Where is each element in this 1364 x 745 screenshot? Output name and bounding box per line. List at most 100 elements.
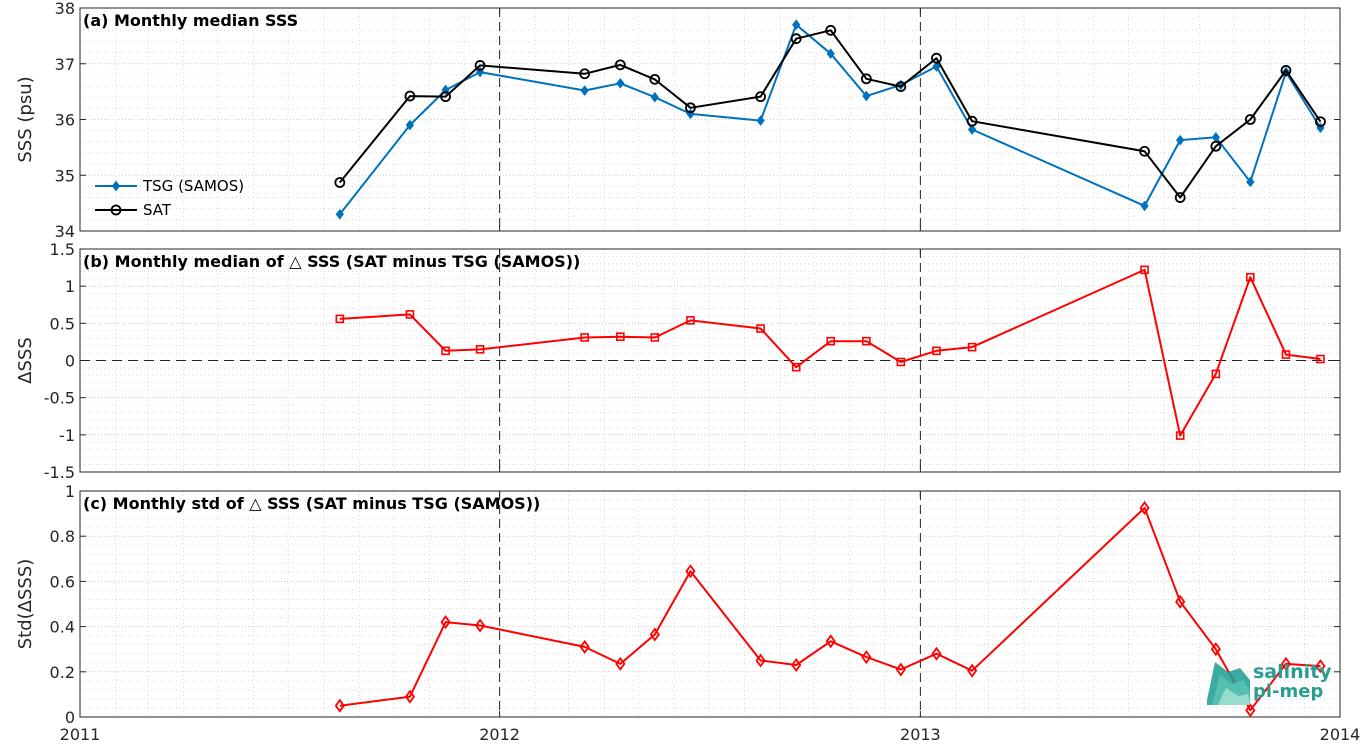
data-point [967, 124, 977, 135]
data-point [440, 615, 451, 630]
legend-label: SAT [143, 201, 172, 219]
y-tick-label: 0 [65, 352, 75, 371]
data-point [1175, 431, 1185, 440]
data-point [1316, 354, 1325, 364]
y-tick-label: 0.5 [50, 314, 75, 333]
data-point [1210, 140, 1222, 152]
data-point [755, 653, 766, 668]
data-point [474, 60, 486, 71]
data-point [1210, 642, 1221, 657]
y-tick-label: 0.2 [50, 663, 75, 682]
y-tick-label: 1.5 [50, 240, 75, 259]
data-point [791, 362, 801, 372]
y-tick-label: 1 [65, 482, 75, 501]
data-point [580, 85, 589, 96]
data-point [1281, 350, 1291, 359]
y-tick-label: 0 [65, 708, 75, 727]
data-point [862, 90, 871, 102]
data-point [334, 698, 345, 713]
data-point [896, 357, 906, 367]
panel-3: 0 0.2 0.4 0.6 0.8 1 2011 2012 2013 2014 Std(ΔSSS) (… [15, 482, 1360, 744]
panel-title: (c) Monthly std of △ SSS (SAT minus TSG … [83, 494, 540, 513]
data-point [686, 316, 695, 325]
y-tick-label: 0.4 [50, 618, 75, 637]
plot-area [80, 491, 1340, 717]
data-point [685, 564, 696, 579]
legend-marker [110, 204, 122, 216]
data-point [895, 662, 906, 677]
y-axis-label: Std(ΔSSS) [15, 559, 36, 650]
data-point [756, 115, 765, 126]
data-point [580, 333, 589, 342]
series-line [334, 500, 1326, 718]
y-axis-label: ΔSSS [15, 337, 36, 384]
y-tick-label: 34 [55, 222, 75, 241]
legend: TSG (SAMOS) SAT [95, 177, 244, 219]
data-point [826, 48, 835, 60]
data-point [1245, 703, 1256, 718]
y-tick-label: 38 [55, 0, 75, 18]
y-tick-label: 1 [65, 277, 75, 296]
y-tick-label: -1.5 [44, 463, 75, 482]
y-tick-label: 36 [55, 111, 75, 130]
panel-title: (b) Monthly median of △ SSS (SAT minus T… [83, 252, 580, 271]
data-point [1140, 200, 1149, 212]
logo: salinity pi-mep [1207, 661, 1332, 705]
data-point [685, 102, 696, 114]
data-point [932, 61, 941, 72]
series-line [335, 265, 1325, 440]
data-point [1211, 369, 1221, 379]
data-point [649, 73, 661, 85]
data-point [650, 333, 660, 342]
series-line [339, 29, 1322, 199]
data-point [334, 177, 346, 188]
data-point [1140, 265, 1149, 275]
data-point [932, 346, 941, 356]
data-point [860, 73, 872, 85]
data-point [862, 336, 871, 346]
panel-title: (a) Monthly median SSS [83, 11, 298, 30]
data-point [1139, 145, 1150, 157]
data-point [579, 639, 590, 654]
data-point [335, 208, 344, 220]
data-point [1280, 656, 1292, 671]
data-point [650, 91, 659, 103]
data-point [616, 332, 625, 342]
data-point [474, 618, 486, 633]
data-point [1175, 594, 1186, 609]
panel-1: 34 35 36 37 38 SSS (psu) (a) Monthly median SS… [15, 0, 1341, 241]
x-tick-label: 2013 [900, 725, 941, 744]
data-point [614, 59, 626, 71]
data-point [1315, 659, 1326, 674]
y-tick-label: 0.8 [50, 527, 75, 546]
x-tick-label: 2011 [60, 725, 101, 744]
data-point [1246, 272, 1255, 282]
y-tick-label: -1 [59, 426, 75, 445]
data-point [895, 81, 907, 93]
data-point [404, 90, 416, 102]
data-point [792, 19, 801, 31]
data-point [441, 346, 450, 356]
logo-mark-icon [1207, 662, 1250, 705]
data-point [755, 91, 766, 103]
data-point [405, 310, 415, 319]
data-point [967, 342, 977, 352]
legend-marker [111, 180, 121, 192]
y-tick-label: -0.5 [44, 389, 75, 408]
series-sat [334, 24, 1326, 203]
data-point [967, 663, 978, 678]
data-point [791, 657, 802, 673]
data-point [615, 656, 626, 671]
y-tick-label: 0.6 [50, 572, 75, 591]
data-point [931, 646, 942, 661]
data-point [1246, 176, 1255, 188]
data-point [1176, 134, 1185, 146]
legend-label: TSG (SAMOS) [142, 177, 244, 195]
y-axis-label: SSS (psu) [15, 76, 36, 162]
data-point [825, 24, 837, 36]
axes-frame [79, 490, 1341, 718]
series-line [339, 506, 1321, 712]
data-point [1280, 65, 1292, 76]
data-point [475, 345, 485, 354]
data-point [404, 689, 416, 704]
